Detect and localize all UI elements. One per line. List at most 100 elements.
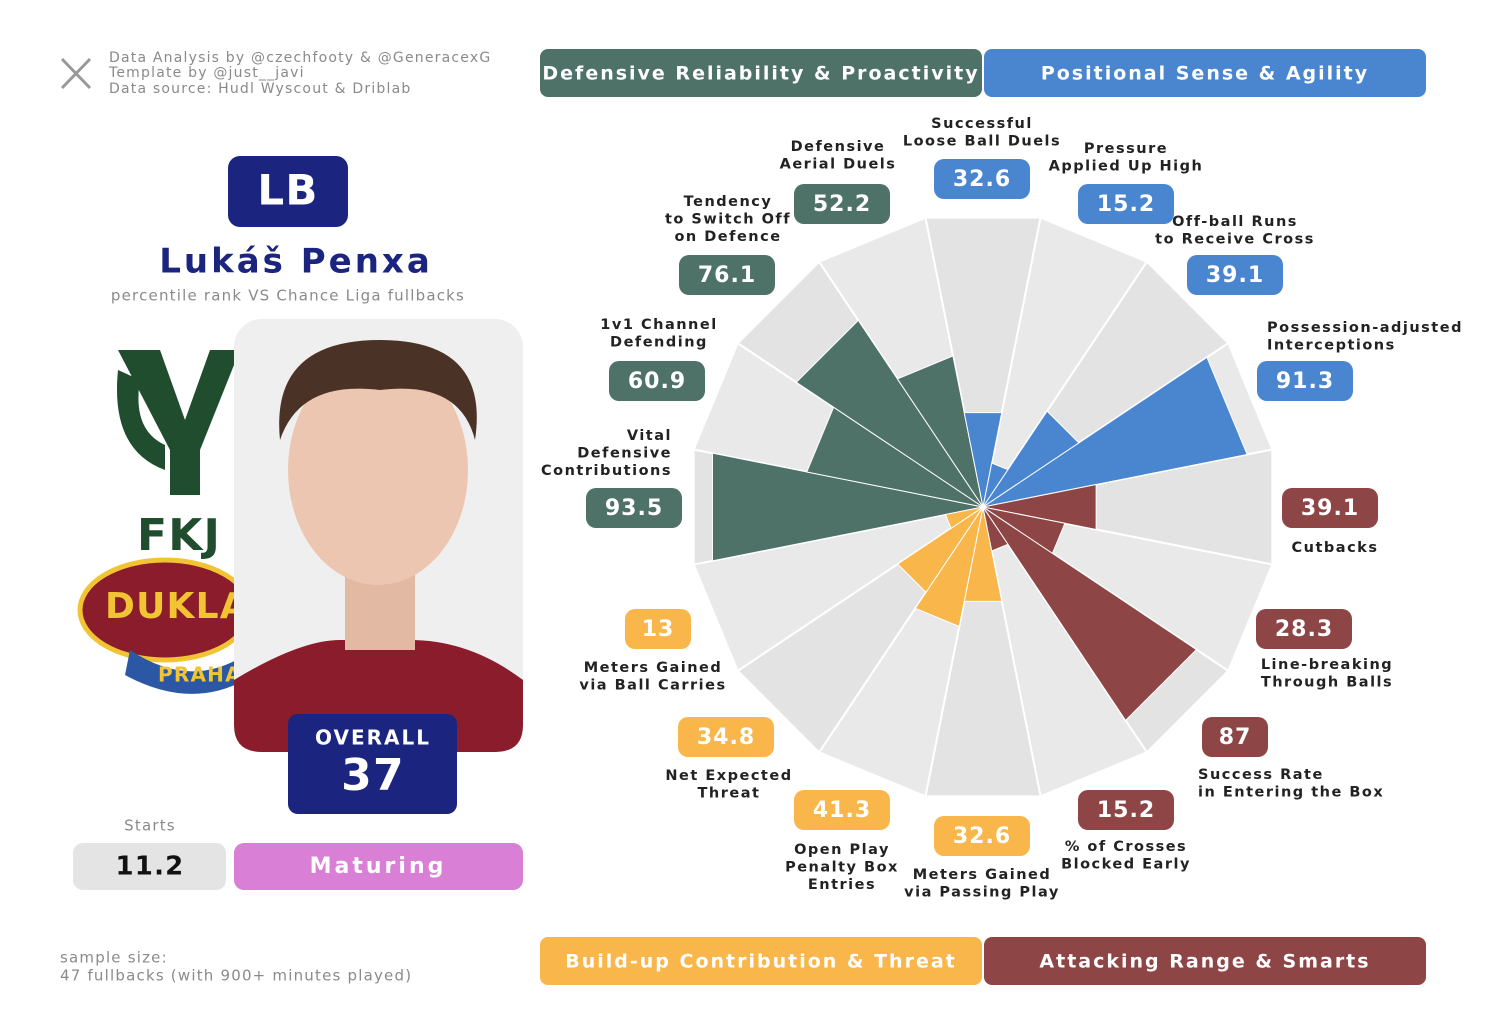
value-label: 39.1	[1206, 263, 1264, 288]
category-label: Interceptions	[1267, 338, 1396, 354]
legend-label: Build-up Contribution & Threat	[565, 951, 957, 973]
category-label: Successful	[931, 116, 1033, 132]
value-badge	[678, 717, 774, 757]
value-badge	[1282, 488, 1378, 528]
value-badge	[934, 159, 1030, 199]
logo-text: DUKLA	[105, 586, 249, 627]
category-label: Threat	[698, 786, 761, 802]
category-label: Open Play	[794, 842, 890, 858]
value-badge	[934, 816, 1030, 856]
value-label: 15.2	[1097, 192, 1155, 217]
category-label: to Switch Off	[665, 212, 791, 228]
category-label: Defensive	[791, 139, 886, 155]
category-label: Pressure	[1084, 141, 1168, 157]
category-label: Defending	[610, 335, 708, 351]
sample: sample size:	[60, 949, 168, 967]
value-badge	[1187, 255, 1283, 295]
bar	[982, 356, 1248, 508]
value-label: 60.9	[628, 369, 686, 394]
starts-value: 11.2	[116, 852, 185, 882]
category-label: Applied Up High	[1049, 159, 1204, 175]
polar-chart: 93.5 60.9 76.1 52.2 32.6 15.2 39.1 91.3 32.6 41.3…	[540, 49, 1463, 985]
bar	[963, 412, 1003, 508]
overall-value: 37	[341, 750, 405, 801]
category-label: via Passing Play	[904, 885, 1060, 901]
credit: Template by @just__javi	[108, 65, 305, 81]
category-label: Net Expected	[665, 768, 792, 784]
category-label: Success Rate	[1198, 767, 1324, 783]
category-label: via Ball Carries	[579, 678, 726, 694]
category-label: 1v1 Channel	[600, 317, 717, 333]
value-badge	[794, 184, 890, 224]
value-label: 13	[642, 617, 675, 642]
value-label: 87	[1219, 725, 1252, 750]
legend-box	[540, 49, 982, 97]
value-label: 91.3	[1276, 369, 1334, 394]
credit: Data Analysis by @czechfooty & @Generace…	[109, 50, 491, 66]
category-label: Line-breaking	[1261, 657, 1393, 673]
category-label: Tendency	[684, 194, 773, 210]
value-label: 76.1	[698, 263, 756, 288]
value-badge	[1257, 361, 1353, 401]
legend-box	[540, 937, 982, 985]
tag-box	[234, 843, 523, 890]
value-label: 93.5	[605, 496, 663, 521]
value-label: 32.6	[953, 167, 1011, 192]
position: LB	[257, 166, 318, 215]
value-badge	[1078, 184, 1174, 224]
value-badge	[1202, 717, 1268, 757]
category-label: Blocked Early	[1061, 857, 1191, 873]
category-label: % of Crosses	[1065, 839, 1187, 855]
logo-text: FKJ	[137, 510, 221, 561]
overall-box	[288, 714, 457, 814]
value-label: 52.2	[813, 192, 871, 217]
legend-label: Defensive Reliability & Proactivity	[542, 63, 979, 85]
player-photo	[234, 319, 523, 752]
value-label: 41.3	[813, 798, 871, 823]
category-label: Through Balls	[1261, 675, 1393, 691]
overall-label: OVERALL	[315, 726, 431, 750]
category-label: Possession-adjusted	[1267, 320, 1463, 336]
legend-label: Attacking Range & Smarts	[1039, 951, 1370, 973]
club-logo: FKJ DUKLA PRAHA	[77, 350, 253, 694]
category-label: Cutbacks	[1292, 540, 1379, 556]
bar	[982, 506, 1198, 722]
legend-box	[984, 49, 1426, 97]
subtitle: percentile rank VS Chance Liga fullbacks	[111, 287, 465, 305]
value-label: 34.8	[697, 725, 755, 750]
logo-text: PRAHA	[158, 663, 242, 687]
starts-label: Starts	[124, 817, 176, 835]
value-badge	[586, 488, 682, 528]
player-name: Lukáš Penxa	[159, 242, 433, 282]
value-badge	[625, 609, 691, 649]
value-label: 39.1	[1301, 496, 1359, 521]
category-label: Meters Gained	[913, 867, 1052, 883]
value-label: 28.3	[1275, 617, 1333, 642]
x-logo	[60, 57, 92, 90]
value-label: 32.6	[953, 824, 1011, 849]
value-label: 15.2	[1097, 798, 1155, 823]
tag: Maturing	[310, 854, 447, 879]
category-label: Meters Gained	[584, 660, 723, 676]
position-badge	[228, 156, 348, 227]
category-label: Penalty Box	[785, 860, 899, 876]
value-badge	[1078, 790, 1174, 830]
legend-box	[984, 937, 1426, 985]
category-label: Entries	[808, 877, 876, 893]
value-badge	[609, 361, 705, 401]
bar	[896, 506, 984, 594]
category-label: Contributions	[541, 463, 672, 479]
value-badge	[1256, 609, 1352, 649]
category-label: Loose Ball Duels	[903, 134, 1061, 150]
bar	[982, 506, 1009, 552]
value-badge	[794, 790, 890, 830]
category-label: on Defence	[674, 229, 781, 245]
category-label: Off-ball Runs	[1172, 214, 1298, 230]
legend-label: Positional Sense & Agility	[1041, 63, 1369, 85]
value-badge	[679, 255, 775, 295]
starts-box	[73, 843, 226, 890]
category-label: Aerial Duels	[780, 157, 897, 173]
category-label: to Receive Cross	[1155, 232, 1315, 248]
sample: 47 fullbacks (with 900+ minutes played)	[60, 967, 412, 985]
